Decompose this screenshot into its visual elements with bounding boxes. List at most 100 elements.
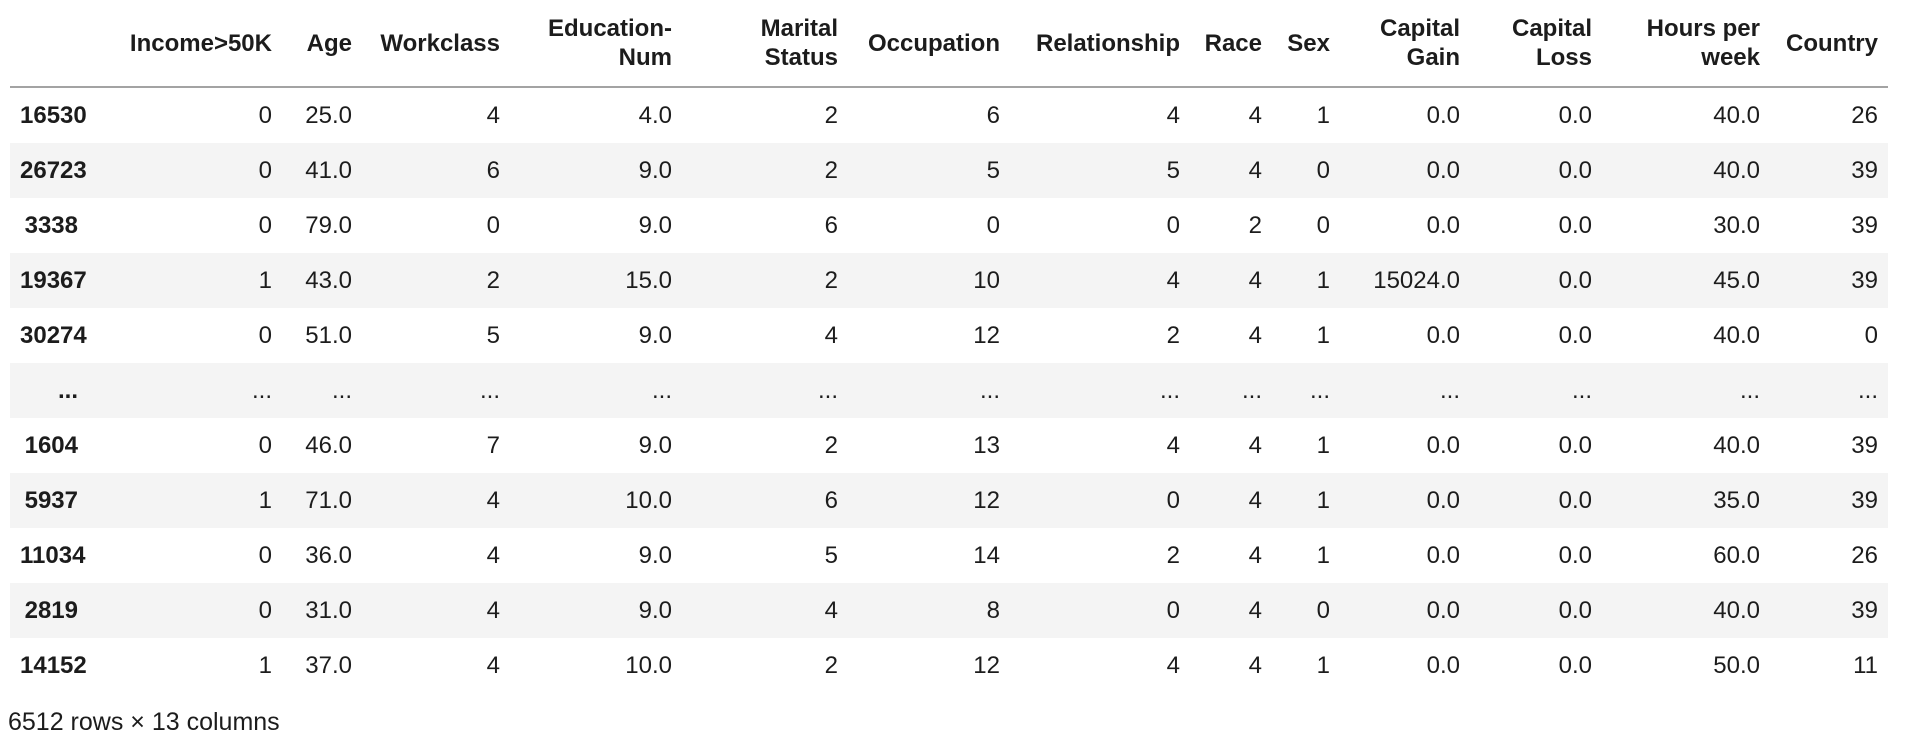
cell: 6 (824, 487, 838, 514)
cell: 0 (1316, 597, 1330, 624)
cell: 11 (1853, 652, 1878, 679)
cell: 39 (1851, 212, 1878, 239)
cell: ... (651, 377, 672, 404)
table-row: 26723 0 41.0 6 9.0 2 5 5 4 0 0.0 0.0 40.0 39 (10, 143, 1888, 198)
table-header: Income>50K Age Workclass Education-Num Marit… (10, 0, 1888, 88)
column-header-education-num: Education-Num (510, 0, 682, 88)
cell: 1 (258, 487, 272, 514)
cell: ... (979, 377, 1000, 404)
table-row: 3338 0 79.0 0 9.0 6 0 0 2 0 0.0 0.0 30.0 39 (10, 198, 1888, 253)
cell: 26 (1851, 542, 1878, 569)
cell: 4 (1248, 322, 1262, 349)
cell: 15.0 (625, 267, 672, 294)
cell: 0.0 (1558, 102, 1592, 129)
cell: ... (817, 377, 838, 404)
cell: 2 (1166, 542, 1180, 569)
cell: 0.0 (1558, 267, 1592, 294)
cell: 41.0 (305, 157, 352, 184)
cell: 0 (1166, 597, 1180, 624)
cell: 39 (1851, 487, 1878, 514)
cell: 0 (1166, 212, 1180, 239)
cell: 4 (486, 102, 500, 129)
cell: 1 (1316, 652, 1330, 679)
cell: 4 (1166, 652, 1180, 679)
cell: 2 (1248, 212, 1262, 239)
cell: 0 (1864, 322, 1878, 349)
index-column-header (10, 0, 88, 88)
cell: 4 (824, 597, 838, 624)
cell: 6 (486, 157, 500, 184)
cell: 1 (258, 267, 272, 294)
row-index: 1604 (24, 432, 78, 459)
cell: 4 (1248, 102, 1262, 129)
row-index: 2819 (24, 597, 78, 624)
cell: 9.0 (638, 322, 672, 349)
table-row: 14152 1 37.0 4 10.0 2 12 4 4 1 0.0 0.0 50.0 11 (10, 638, 1888, 693)
cell: ... (1159, 377, 1180, 404)
cell: 4.0 (638, 102, 672, 129)
cell: 0 (258, 432, 272, 459)
cell: 51.0 (305, 322, 352, 349)
cell: 39 (1851, 432, 1878, 459)
cell: 0 (258, 212, 272, 239)
table-row: 16530 0 25.0 4 4.0 2 6 4 4 1 0.0 0.0 40.0 26 (10, 87, 1888, 143)
cell: 1 (1316, 102, 1330, 129)
cell: 71.0 (305, 487, 352, 514)
cell: 15024.0 (1373, 267, 1460, 294)
cell: 4 (1248, 597, 1262, 624)
cell: 40.0 (1713, 157, 1760, 184)
table-body: 16530 0 25.0 4 4.0 2 6 4 4 1 0.0 0.0 40.0 26 26723 0 41.… (10, 87, 1888, 693)
column-header-sex: Sex (1272, 0, 1340, 88)
column-header-relationship: Relationship (1010, 0, 1190, 88)
cell: 0.0 (1558, 652, 1592, 679)
row-index: 26723 (20, 157, 87, 184)
cell: 40.0 (1713, 322, 1760, 349)
cell: 4 (824, 322, 838, 349)
cell: 0 (258, 157, 272, 184)
cell: 0.0 (1558, 212, 1592, 239)
dataframe-table: Income>50K Age Workclass Education-Num Marit… (10, 0, 1888, 693)
cell: 0.0 (1426, 157, 1460, 184)
cell: 40.0 (1713, 597, 1760, 624)
cell: 0 (258, 102, 272, 129)
cell: 0 (1166, 487, 1180, 514)
cell: 30.0 (1713, 212, 1760, 239)
cell: 9.0 (638, 597, 672, 624)
cell: 4 (486, 487, 500, 514)
table-dimensions: 6512 rows × 13 columns (8, 708, 280, 736)
cell: 10 (973, 267, 1000, 294)
cell: 40.0 (1713, 102, 1760, 129)
cell: 0 (1316, 157, 1330, 184)
cell: 0.0 (1558, 157, 1592, 184)
cell: 0.0 (1426, 102, 1460, 129)
header-row: Income>50K Age Workclass Education-Num Marit… (10, 0, 1888, 88)
cell: 0 (258, 597, 272, 624)
cell: 0 (986, 212, 1000, 239)
cell: 37.0 (305, 652, 352, 679)
cell: 7 (486, 432, 500, 459)
cell: 4 (1248, 267, 1262, 294)
column-header-country: Country (1770, 0, 1888, 88)
cell: 39 (1851, 597, 1878, 624)
row-index: 19367 (20, 267, 87, 294)
cell: 9.0 (638, 542, 672, 569)
cell: ... (1857, 377, 1878, 404)
cell: 4 (1166, 432, 1180, 459)
cell: 79.0 (305, 212, 352, 239)
cell: 0.0 (1426, 432, 1460, 459)
table-row: 19367 1 43.0 2 15.0 2 10 4 4 1 15024.0 0.0 45.0 39 (10, 253, 1888, 308)
cell: 4 (486, 597, 500, 624)
column-header-age: Age (282, 0, 362, 88)
column-header-workclass: Workclass (362, 0, 510, 88)
cell: 10.0 (625, 487, 672, 514)
row-index: 11034 (20, 542, 86, 569)
cell: 0.0 (1558, 487, 1592, 514)
cell: 2 (824, 102, 838, 129)
cell: 4 (1248, 542, 1262, 569)
row-index: 30274 (20, 322, 87, 349)
cell: 1 (1316, 267, 1330, 294)
cell: 4 (1248, 487, 1262, 514)
cell: 5 (1166, 157, 1180, 184)
cell: 4 (1166, 267, 1180, 294)
cell: 0.0 (1558, 597, 1592, 624)
